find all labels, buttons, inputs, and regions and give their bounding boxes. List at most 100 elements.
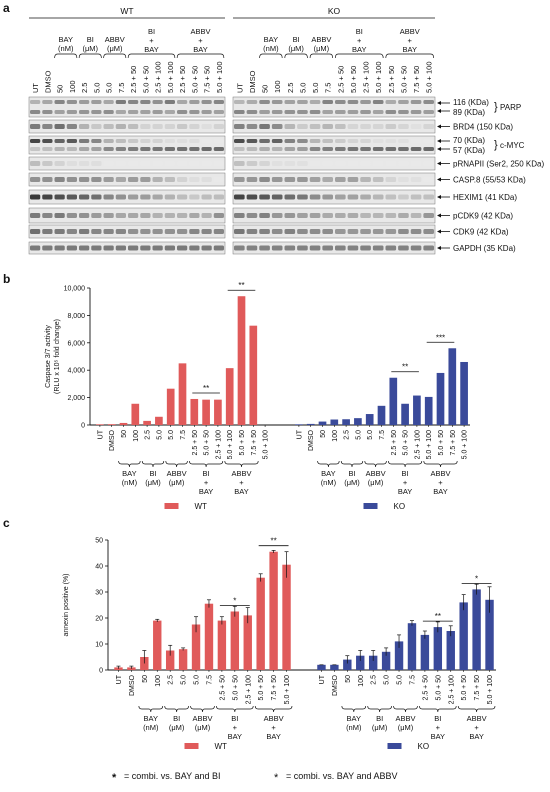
group-label: BI — [376, 714, 383, 723]
treatment-extra-wt: BAY — [144, 45, 158, 54]
blot-band-wt — [42, 213, 53, 218]
blot-band-wt — [213, 229, 224, 234]
blot-band-ko — [259, 124, 270, 129]
blot-band-wt — [164, 194, 175, 200]
group-brace — [118, 460, 141, 468]
blot-band-ko — [335, 229, 346, 234]
blot-label: 70 (KDa) — [453, 136, 485, 145]
blot-band-ko — [297, 124, 308, 129]
footnote-black-text: = combi. vs. BAY and BI — [124, 771, 220, 781]
footnote-black-star: * — [112, 772, 117, 784]
blot-band-ko — [423, 100, 434, 104]
treatment-name-ko: BAY — [264, 35, 278, 44]
bar-wt — [143, 420, 151, 425]
bar-wt — [282, 564, 291, 670]
blot-band-ko — [372, 245, 384, 251]
blot-band-ko — [385, 147, 397, 151]
blot-band-ko — [271, 147, 283, 151]
blot-band-ko — [309, 229, 321, 234]
blot-arrowhead — [437, 246, 441, 250]
blot-band-wt — [103, 177, 114, 182]
blot-band-ko — [410, 229, 422, 234]
bar-wt — [243, 615, 252, 670]
blot-band-ko — [297, 213, 308, 218]
x-tick-label: 5.0 + 50 — [239, 430, 246, 456]
x-tick-label: 7.5 — [180, 430, 187, 440]
blot-band-wt — [213, 110, 224, 114]
bar-wt — [107, 424, 116, 425]
blot-band-wt — [42, 245, 53, 251]
blot-band-wt — [66, 213, 77, 218]
group-label-wt: WT — [120, 6, 133, 16]
lane-label-ko: 7.5 — [324, 83, 333, 93]
x-tick-label: 50 — [121, 430, 128, 438]
blot-band-wt — [213, 100, 224, 104]
blot-band-wt — [115, 229, 126, 234]
blot-band-ko — [322, 245, 333, 251]
blot-strip-ko — [232, 96, 436, 118]
lane-label-wt: 5.0 — [105, 83, 114, 93]
treatment-unit-ko: + — [408, 36, 413, 45]
blot-band-wt — [115, 194, 126, 200]
x-tick-label: UT — [116, 674, 123, 684]
blot-strip-wt — [28, 207, 226, 224]
blot-band-wt — [177, 161, 188, 166]
bar-wt — [230, 611, 240, 670]
lane-label-ko: 5.0 + 50 — [349, 66, 358, 93]
blot-band-wt — [115, 161, 126, 166]
blot-band-wt — [128, 229, 139, 234]
blot-band-ko — [398, 110, 409, 114]
blot-band-wt — [140, 161, 151, 166]
blot-band-wt — [91, 177, 102, 182]
group-unit: (μM) — [368, 478, 384, 487]
x-tick-label: 100 — [332, 430, 339, 442]
blot-band-wt — [201, 213, 212, 218]
blot-band-wt — [189, 124, 200, 129]
blot-band-wt — [79, 194, 90, 200]
y-tick-label-c: 30 — [95, 590, 103, 597]
group-unit: + — [474, 723, 479, 732]
blot-band-wt — [42, 177, 53, 182]
x-tick-label: 2.5 — [344, 430, 351, 440]
panel-label-a: a — [3, 1, 10, 15]
x-tick-label: 100 — [155, 675, 162, 687]
blot-band-ko — [259, 161, 270, 166]
blot-band-ko — [284, 245, 296, 251]
blot-strip-ko — [232, 241, 436, 255]
blot-band-wt — [54, 245, 65, 251]
blot-band-wt — [213, 213, 224, 218]
blot-strip-wt — [28, 172, 226, 187]
blot-band-wt — [164, 100, 175, 104]
blot-band-ko — [259, 100, 270, 104]
blot-band-ko — [398, 177, 409, 182]
blot-band-ko — [234, 229, 245, 234]
blot-band-ko — [297, 229, 308, 234]
blot-band-ko — [410, 213, 422, 218]
blot-band-ko — [271, 124, 283, 129]
blot-band-wt — [164, 110, 175, 114]
blot-band-wt — [115, 139, 126, 143]
x-tick-label: DMSO — [129, 674, 136, 696]
group-brace — [189, 460, 224, 468]
blot-band-wt — [177, 139, 188, 143]
bar-ko — [377, 405, 386, 425]
blot-band-wt — [115, 100, 126, 104]
blot-band-wt — [103, 213, 114, 218]
blot-band-wt — [189, 229, 200, 234]
blot-label: HEXIM1 (41 KDa) — [453, 193, 517, 202]
bar-wt — [202, 399, 210, 425]
blot-band-wt — [152, 229, 163, 234]
blot-band-ko — [347, 194, 359, 200]
blot-band-wt — [189, 147, 200, 151]
blot-band-wt — [177, 194, 188, 200]
lane-label-ko: DMSO — [248, 70, 257, 93]
blot-band-wt — [42, 147, 53, 151]
blot-band-ko — [246, 100, 258, 104]
blot-band-ko — [423, 177, 434, 182]
group-brace — [138, 705, 164, 713]
blot-band-wt — [128, 139, 139, 143]
blot-band-ko — [271, 110, 283, 114]
blot-band-ko — [347, 161, 359, 166]
group-label: ABBV — [264, 714, 284, 723]
